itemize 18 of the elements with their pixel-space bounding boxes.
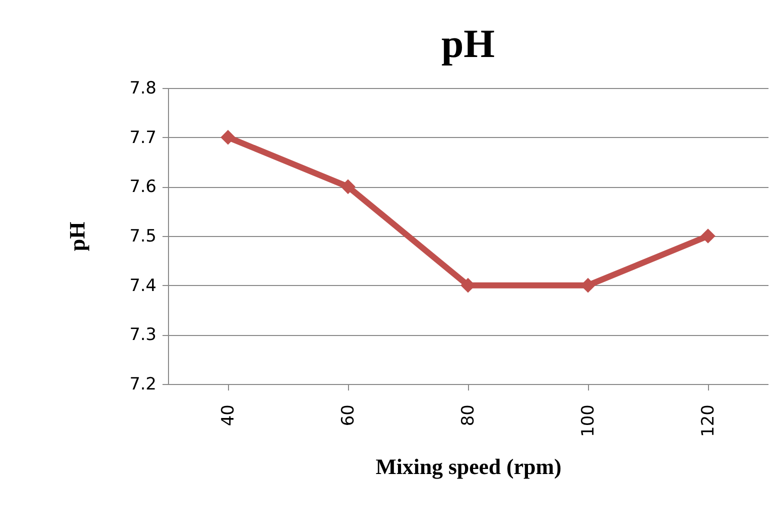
y-tick-label: 7.3 — [129, 325, 156, 346]
x-tick-label: 80 — [458, 404, 478, 426]
x-axis-title: Mixing speed (rpm) — [376, 454, 562, 479]
x-tick-label: 100 — [578, 404, 598, 437]
y-tick-label: 7.2 — [129, 374, 156, 394]
x-tick-label: 120 — [698, 404, 718, 437]
x-tick-label: 40 — [218, 404, 238, 426]
point — [340, 179, 356, 194]
point — [220, 130, 236, 145]
y-tick-label: 7.7 — [129, 128, 156, 148]
y-axis-title: pH — [64, 222, 90, 252]
x-tick-label: 60 — [338, 404, 358, 426]
y-tick-label: 7.5 — [129, 226, 156, 246]
y-tick-label: 7.6 — [129, 177, 156, 198]
y-tick-label: 7.8 — [129, 78, 156, 98]
y-tick-label: 7.4 — [129, 276, 156, 296]
chart-title: pH — [441, 21, 495, 66]
point — [700, 228, 716, 244]
